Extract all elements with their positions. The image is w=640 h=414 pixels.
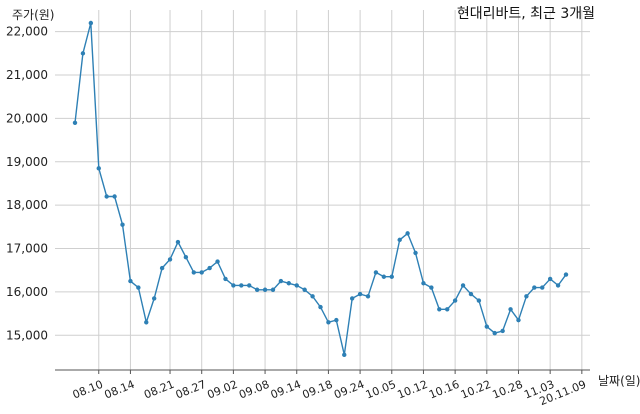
data-point [429, 285, 434, 290]
x-tick-label: 10.12 [395, 378, 429, 402]
data-point [104, 194, 109, 199]
data-point [128, 278, 133, 284]
data-point [492, 330, 497, 336]
y-tick-label: 22,000 [6, 25, 48, 39]
data-point [215, 259, 220, 264]
x-tick-label: 08.14 [102, 378, 136, 402]
data-point [532, 285, 537, 290]
data-point [302, 287, 307, 292]
data-point [357, 291, 363, 297]
data-point [476, 298, 482, 303]
data-point [254, 287, 260, 292]
x-tick-label: 10.05 [364, 378, 398, 402]
data-point [231, 283, 236, 288]
data-point [437, 307, 442, 312]
y-tick-label: 17,000 [6, 242, 48, 256]
data-point [445, 307, 450, 312]
chart-title: 현대리바트, 최근 3개월 [457, 6, 595, 22]
x-tick-label: 09.08 [237, 378, 271, 402]
data-point [468, 291, 474, 297]
y-tick-label: 16,000 [6, 285, 48, 299]
data-point [524, 294, 529, 299]
price-points [72, 20, 569, 358]
x-tick-label: 08.10 [71, 378, 105, 402]
data-point [349, 296, 355, 301]
x-tick-label: 09.14 [269, 378, 303, 402]
y-tick-label: 21,000 [6, 68, 48, 82]
y-axis-ticks: 15,000 16,000 17,000 18,000 19,000 20,000 21,0… [6, 25, 48, 343]
data-point [405, 231, 410, 236]
x-tick-label: 10.16 [427, 378, 461, 402]
data-point [294, 283, 299, 288]
data-point [555, 283, 561, 288]
data-point [247, 283, 252, 288]
data-point [80, 51, 86, 56]
data-point [508, 307, 513, 312]
data-point [500, 328, 505, 334]
data-point [460, 283, 466, 288]
data-point [381, 274, 387, 279]
data-point [120, 222, 125, 227]
data-point [199, 270, 204, 275]
data-point [365, 294, 371, 299]
data-point [540, 285, 545, 290]
x-tick-label: 08.27 [174, 378, 208, 402]
data-point [452, 298, 458, 303]
data-point [563, 272, 569, 277]
data-point [96, 166, 101, 171]
data-point [136, 285, 141, 290]
data-point [262, 287, 268, 292]
data-point [334, 317, 339, 323]
data-point [326, 320, 331, 325]
data-point [484, 324, 490, 329]
data-point [151, 296, 157, 301]
data-point [342, 352, 347, 358]
data-point [278, 278, 284, 284]
y-tick-label: 20,000 [6, 111, 48, 125]
data-point [547, 276, 553, 282]
data-point [191, 270, 196, 275]
data-point [72, 120, 78, 125]
data-point [144, 320, 149, 325]
data-point [373, 270, 379, 275]
data-point [183, 255, 189, 260]
y-tick-label: 19,000 [6, 155, 48, 169]
grid-lines [55, 10, 590, 370]
x-tick-label: 09.02 [205, 378, 239, 402]
y-axis-label: 주가(원) [12, 8, 54, 22]
data-point [112, 194, 117, 199]
data-point [421, 281, 426, 286]
data-point [413, 250, 418, 256]
y-tick-label: 18,000 [6, 198, 48, 212]
x-axis-label: 날짜(일) [598, 374, 640, 388]
x-tick-label: 09.24 [332, 378, 366, 402]
data-point [207, 265, 212, 271]
data-point [397, 237, 402, 243]
data-point [239, 283, 244, 288]
x-tick-label: 08.21 [142, 378, 176, 402]
data-point [175, 239, 181, 245]
x-tick-label: 10.22 [459, 378, 493, 402]
data-point [88, 20, 94, 26]
x-tick-label: 09.18 [300, 378, 334, 402]
data-point [286, 281, 292, 286]
data-point [310, 294, 315, 299]
x-tick-label: 10.28 [491, 378, 525, 402]
data-point [270, 287, 276, 292]
data-point [167, 257, 173, 262]
y-tick-label: 15,000 [6, 328, 48, 342]
data-point [159, 265, 165, 271]
data-point [318, 304, 323, 310]
data-point [389, 274, 394, 279]
data-point [516, 317, 521, 323]
data-point [223, 276, 228, 282]
